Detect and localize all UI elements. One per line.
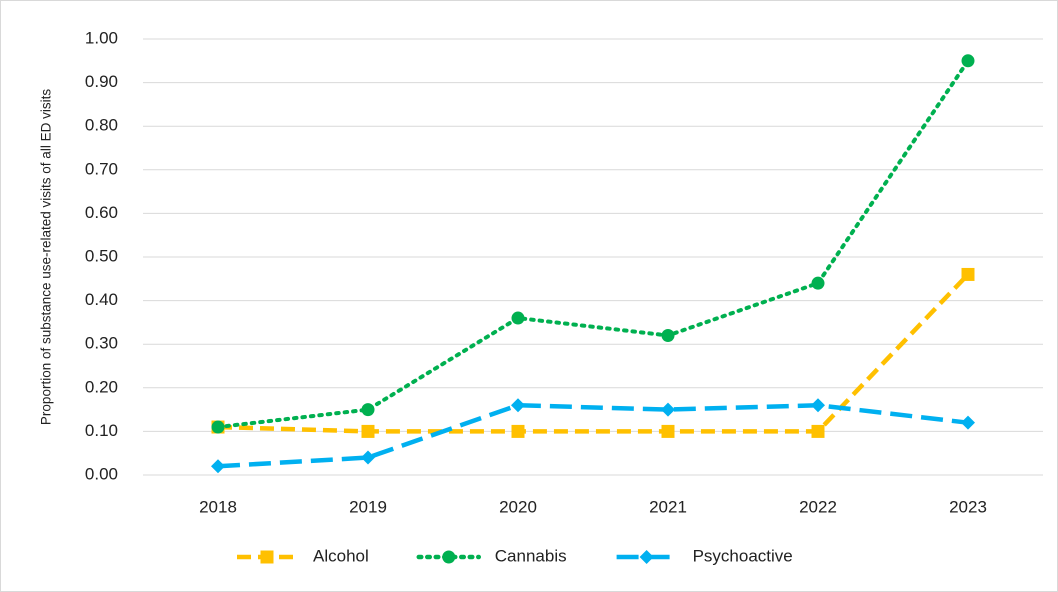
data-point	[361, 424, 375, 438]
y-axis-label: Proportion of substance use-related visi…	[39, 89, 54, 425]
y-tick-label: 0.10	[85, 421, 118, 440]
y-tick-label: 0.80	[85, 116, 118, 135]
x-tick-label: 2023	[949, 497, 987, 516]
x-tick-label: 2020	[499, 497, 537, 516]
legend-label: Alcohol	[313, 546, 369, 565]
legend-marker	[639, 550, 654, 564]
x-tick-label: 2018	[199, 497, 237, 516]
x-tick-label: 2021	[649, 497, 687, 516]
series-line	[217, 402, 969, 469]
series-line	[217, 272, 970, 434]
data-point	[961, 54, 975, 68]
data-point	[661, 402, 675, 417]
y-tick-label: 0.00	[85, 464, 118, 483]
legend-label: Cannabis	[495, 546, 567, 565]
data-point	[811, 276, 825, 290]
y-tick-label: 0.40	[85, 290, 118, 309]
data-point	[211, 459, 225, 474]
data-point	[661, 424, 675, 438]
data-point	[511, 398, 525, 413]
data-point	[211, 420, 225, 434]
y-tick-label: 1.00	[85, 28, 118, 47]
legend-marker	[260, 550, 274, 564]
data-point	[961, 267, 975, 281]
y-tick-label: 0.60	[85, 203, 118, 222]
data-point	[361, 403, 375, 417]
x-tick-label: 2022	[799, 497, 837, 516]
y-tick-label: 0.70	[85, 159, 118, 178]
x-tick-label: 2019	[349, 497, 387, 516]
data-point	[661, 328, 675, 342]
legend-label: Psychoactive	[693, 546, 793, 565]
data-point	[511, 424, 525, 438]
data-point	[811, 398, 825, 413]
data-point	[811, 424, 825, 438]
data-point	[361, 450, 375, 465]
data-point	[961, 415, 975, 430]
data-point	[511, 311, 525, 325]
legend-marker	[442, 550, 456, 564]
y-tick-label: 0.50	[85, 246, 118, 265]
series-line	[216, 58, 970, 430]
y-tick-label: 0.90	[85, 72, 118, 91]
y-tick-label: 0.20	[85, 377, 118, 396]
y-tick-label: 0.30	[85, 334, 118, 353]
